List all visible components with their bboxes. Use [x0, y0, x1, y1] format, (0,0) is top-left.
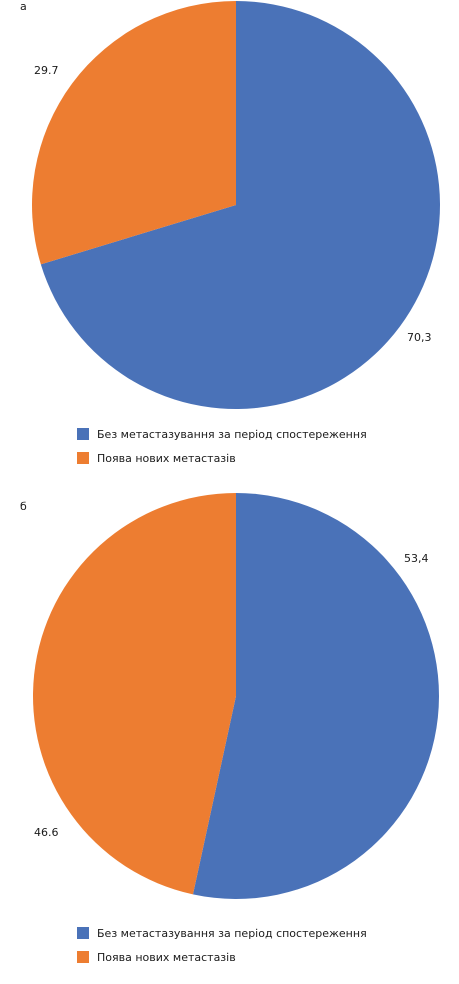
legend-swatch — [77, 927, 89, 939]
pie-svg — [33, 493, 440, 899]
pie-svg — [32, 1, 441, 409]
legend-label: Поява нових метастазів — [97, 451, 236, 465]
legend-label: Без метастазування за період спостережен… — [97, 926, 367, 940]
pie-slice — [32, 1, 236, 265]
panel-label: а — [20, 0, 27, 13]
pie-slice — [33, 493, 236, 895]
pie-slice — [40, 1, 441, 409]
pie-slice — [192, 493, 440, 899]
slice-label-no-metastasis: 53,4 — [404, 552, 429, 565]
legend-swatch — [77, 951, 89, 963]
legend: Без метастазування за період спостережен… — [77, 921, 367, 969]
legend-item: Без метастазування за період спостережен… — [77, 422, 367, 446]
pie-chart-b: б 53,4 46.6 Без метастазування за період… — [0, 492, 459, 984]
legend-swatch — [77, 428, 89, 440]
pie-chart-a: а 29.7 70,3 Без метастазування за період… — [0, 0, 459, 478]
legend-swatch — [77, 452, 89, 464]
slice-label-no-metastasis: 70,3 — [407, 331, 432, 344]
slice-label-new-metastases: 46.6 — [34, 826, 59, 839]
slice-label-new-metastases: 29.7 — [34, 64, 59, 77]
legend-item: Поява нових метастазів — [77, 446, 367, 470]
legend-label: Поява нових метастазів — [97, 950, 236, 964]
legend-item: Поява нових метастазів — [77, 945, 367, 969]
legend-item: Без метастазування за період спостережен… — [77, 921, 367, 945]
panel-label: б — [20, 500, 27, 513]
legend-label: Без метастазування за період спостережен… — [97, 427, 367, 441]
legend: Без метастазування за період спостережен… — [77, 422, 367, 470]
